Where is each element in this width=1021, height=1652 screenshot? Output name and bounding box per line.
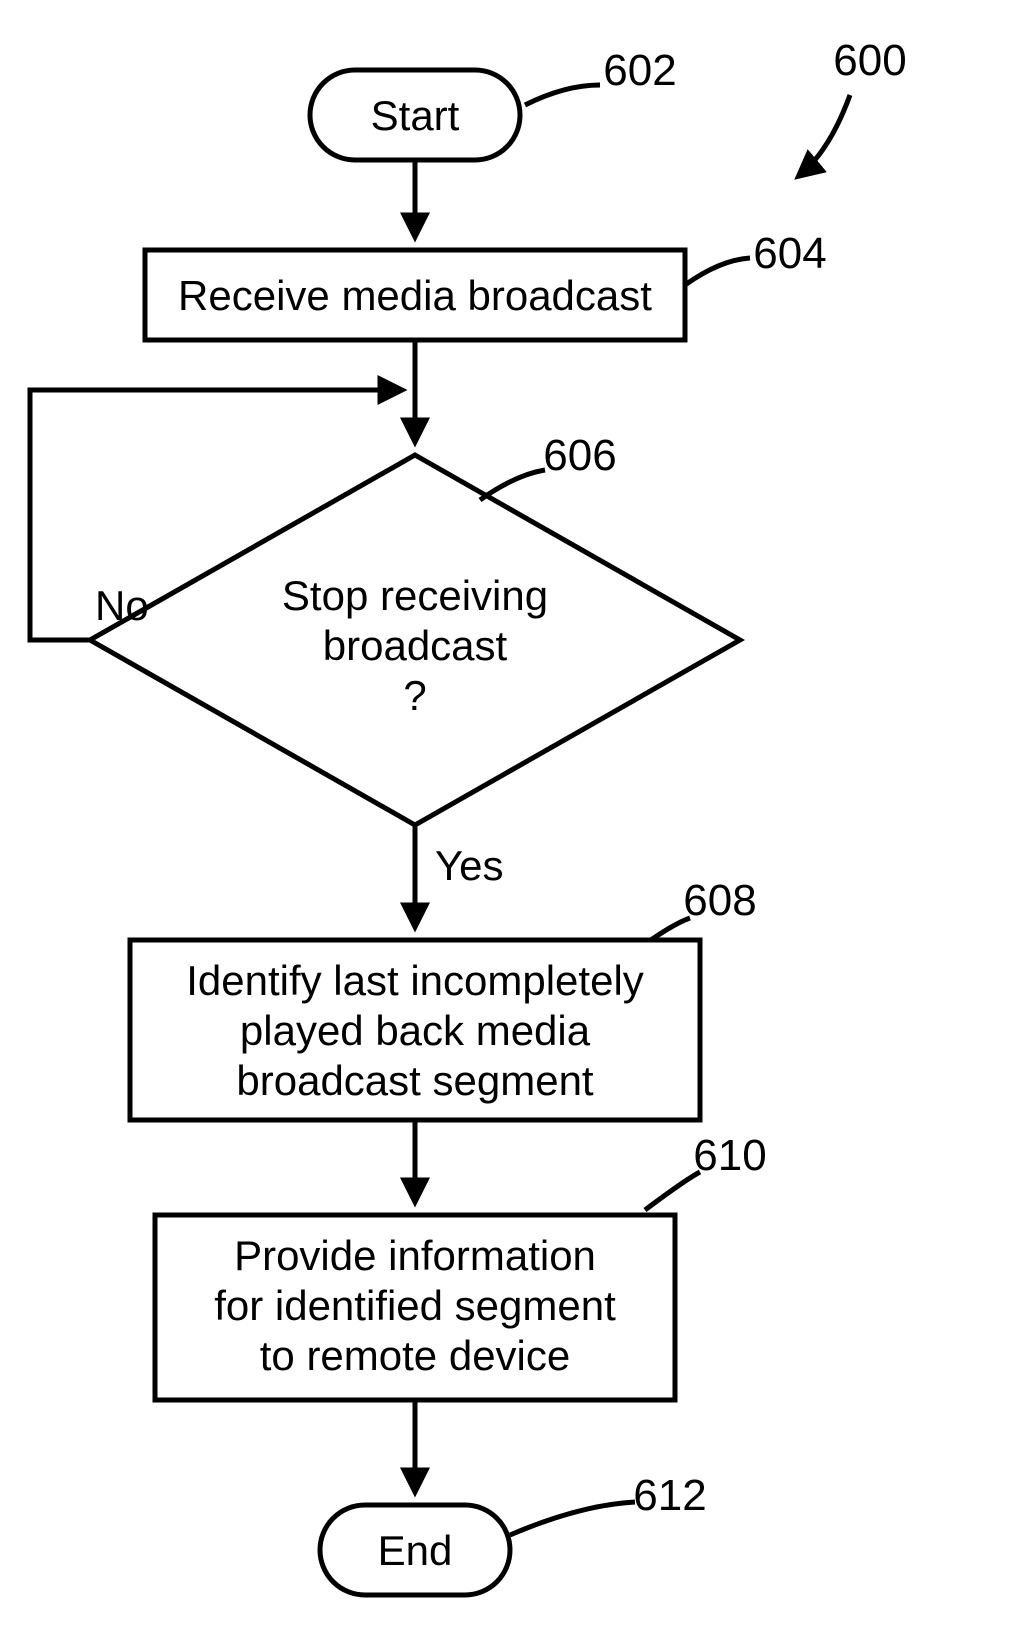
ref-608: 608 xyxy=(683,876,756,925)
start-node: Start xyxy=(310,70,520,160)
step-provide-l2: for identified segment xyxy=(214,1282,616,1329)
ref-604-leader xyxy=(685,258,750,285)
yes-arrow: Yes xyxy=(415,825,504,925)
ref-main: 600 xyxy=(833,36,906,85)
ref-604: 604 xyxy=(753,229,826,278)
ref-610-leader xyxy=(645,1172,700,1210)
step-receive-label: Receive media broadcast xyxy=(178,272,652,319)
ref-612: 612 xyxy=(633,1471,706,1520)
decision-line1: Stop receiving xyxy=(282,572,548,619)
ref-main-leader xyxy=(800,95,850,175)
decision-line2: broadcast xyxy=(323,622,508,669)
ref-602: 602 xyxy=(603,46,676,95)
ref-606: 606 xyxy=(543,431,616,480)
step-identify-l3: broadcast segment xyxy=(236,1057,594,1104)
ref-606-leader xyxy=(480,470,545,500)
decision-stop: Stop receiving broadcast ? xyxy=(90,455,740,825)
step-identify: Identify last incompletely played back m… xyxy=(130,940,700,1120)
step-provide-l3: to remote device xyxy=(260,1332,571,1379)
end-node: End xyxy=(320,1505,510,1595)
step-identify-l1: Identify last incompletely xyxy=(186,957,644,1004)
end-label: End xyxy=(378,1527,453,1574)
ref-602-leader xyxy=(525,85,600,105)
start-label: Start xyxy=(371,92,460,139)
step-identify-l2: played back media xyxy=(240,1007,591,1054)
decision-line3: ? xyxy=(403,672,426,719)
step-provide: Provide information for identified segme… xyxy=(155,1215,675,1400)
ref-610: 610 xyxy=(693,1131,766,1180)
step-receive: Receive media broadcast xyxy=(145,250,685,340)
flowchart: 600 Start 602 Receive media broadcast 60… xyxy=(0,0,1021,1652)
no-label: No xyxy=(95,582,149,629)
ref-612-leader xyxy=(510,1502,635,1535)
yes-label: Yes xyxy=(435,842,504,889)
step-provide-l1: Provide information xyxy=(234,1232,596,1279)
